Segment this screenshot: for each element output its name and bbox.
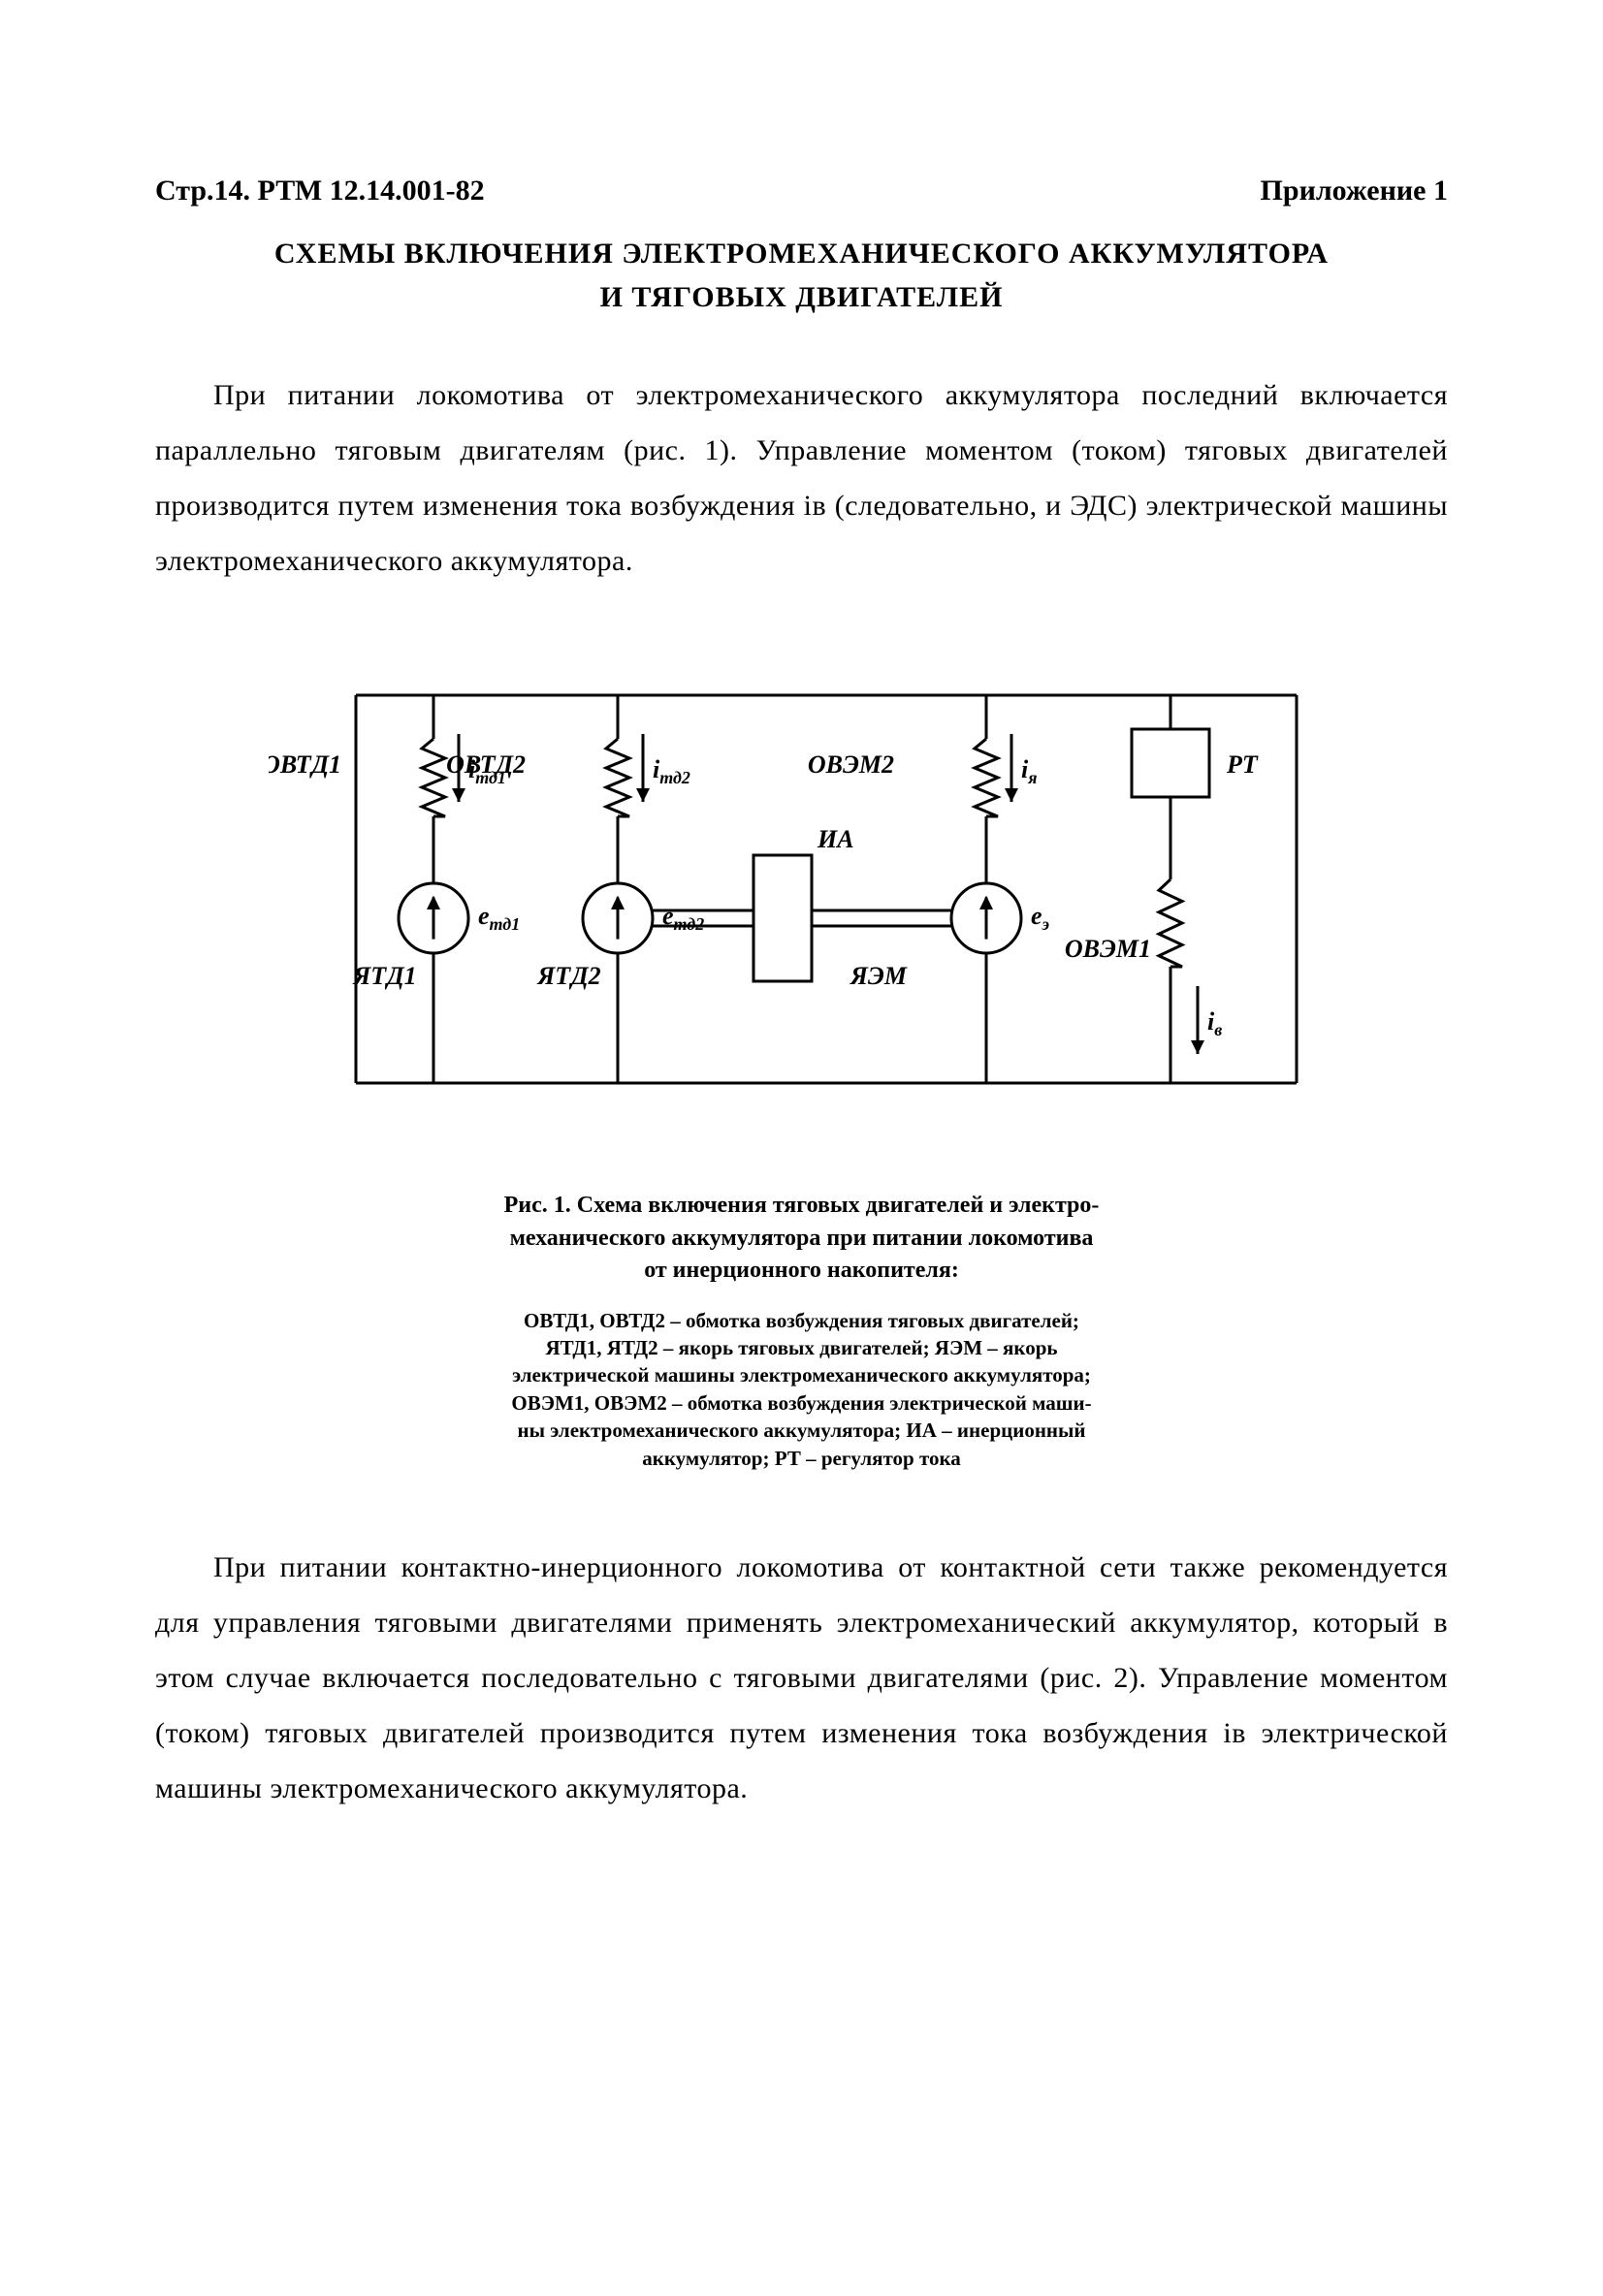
svg-text:eэ: eэ	[1031, 902, 1049, 934]
title-line1: СХЕМЫ ВКЛЮЧЕНИЯ ЭЛЕКТРОМЕХАНИЧЕСКОГО АКК…	[155, 232, 1448, 275]
caption-line2: механического аккумулятора при питании л…	[366, 1223, 1238, 1256]
svg-text:ОВЭМ1: ОВЭМ1	[1064, 935, 1150, 963]
page: Стр.14. РТМ 12.14.001-82 Приложение 1 СХ…	[0, 0, 1603, 2296]
svg-text:ОВТД2: ОВТД2	[446, 750, 526, 779]
legend-line5: ны электромеханического аккумулятора; ИА…	[390, 1417, 1214, 1444]
svg-text:ЯТД2: ЯТД2	[536, 962, 600, 990]
title-line2: И ТЯГОВЫХ ДВИГАТЕЛЕЙ	[155, 275, 1448, 319]
figure-legend: ОВТД1, ОВТД2 – обмотка возбуждения тягов…	[390, 1307, 1214, 1472]
caption-line3: от инерционного накопителя:	[366, 1255, 1238, 1288]
svg-text:РТ: РТ	[1226, 750, 1259, 779]
legend-line6: аккумулятор; РТ – регулятор тока	[390, 1445, 1214, 1472]
legend-line2: ЯТД1, ЯТД2 – якорь тяговых двигателей; Я…	[390, 1334, 1214, 1361]
header-row: Стр.14. РТМ 12.14.001-82 Приложение 1	[155, 175, 1448, 207]
diagram-container: ОВТД1iтд1ЯТД1eтд1ОВТД2iтд2ЯТД2eтд2ИАЯЭМО…	[155, 637, 1448, 1141]
caption-line1: Рис. 1. Схема включения тяговых двигател…	[366, 1190, 1238, 1223]
svg-text:ЯЭМ: ЯЭМ	[850, 962, 908, 990]
svg-text:ИА: ИА	[817, 825, 854, 853]
paragraph-2: При питании контактно-инерционного локом…	[155, 1540, 1448, 1816]
svg-text:eтд2: eтд2	[662, 902, 704, 934]
figure-caption: Рис. 1. Схема включения тяговых двигател…	[366, 1190, 1238, 1288]
legend-line4: ОВЭМ1, ОВЭМ2 – обмотка возбуждения элект…	[390, 1389, 1214, 1417]
svg-text:iтд2: iтд2	[653, 755, 690, 787]
svg-text:iв: iв	[1207, 1007, 1222, 1039]
svg-text:ЯТД1: ЯТД1	[352, 962, 416, 990]
title: СХЕМЫ ВКЛЮЧЕНИЯ ЭЛЕКТРОМЕХАНИЧЕСКОГО АКК…	[155, 232, 1448, 319]
svg-text:iя: iя	[1021, 755, 1038, 787]
svg-text:eтд1: eтд1	[478, 902, 520, 934]
header-right: Приложение 1	[1261, 175, 1448, 207]
svg-text:ОВТД1: ОВТД1	[269, 750, 341, 779]
legend-line1: ОВТД1, ОВТД2 – обмотка возбуждения тягов…	[390, 1307, 1214, 1334]
circuit-diagram: ОВТД1iтд1ЯТД1eтд1ОВТД2iтд2ЯТД2eтд2ИАЯЭМО…	[269, 637, 1335, 1141]
paragraph-1: При питании локомотива от электромеханич…	[155, 367, 1448, 589]
svg-text:ОВЭМ2: ОВЭМ2	[807, 750, 893, 779]
legend-line3: электрической машины электромеханическог…	[390, 1361, 1214, 1388]
header-left: Стр.14. РТМ 12.14.001-82	[155, 175, 485, 207]
